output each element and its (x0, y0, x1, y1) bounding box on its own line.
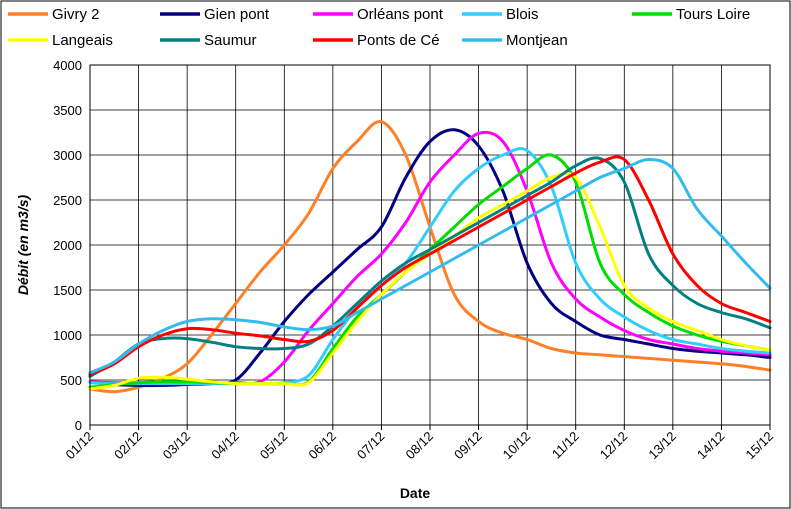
legend-entry-givry-2: Givry 2 (8, 6, 100, 23)
legend-label: Blois (506, 6, 539, 23)
legend-label: Orléans pont (357, 6, 444, 23)
y-tick-label: 500 (60, 373, 82, 388)
x-axis-title: Date (400, 485, 431, 501)
plot-area-border (89, 64, 771, 426)
series-line-saumur (88, 156, 772, 378)
legend-entry-tours-loire: Tours Loire (632, 6, 750, 23)
legend-entry-orleans-pont: Orléans pont (313, 6, 444, 23)
legend-entry-langeais: Langeais (8, 32, 113, 49)
y-tick-label: 1500 (53, 283, 82, 298)
y-tick-label: 4000 (53, 58, 82, 73)
y-tick-label: 2500 (53, 193, 82, 208)
y-tick-labels: 0 500 1000 1500 2000 2500 3000 3500 4000 (53, 58, 82, 433)
legend-entry-ponts-de-ce: Ponts de Cé (313, 32, 440, 49)
y-tick-label: 2000 (53, 238, 82, 253)
y-tick-label: 1000 (53, 328, 82, 343)
legend-label: Givry 2 (52, 6, 100, 23)
y-tick-label: 3500 (53, 103, 82, 118)
y-tick-label: 3000 (53, 148, 82, 163)
legend-entry-montjean: Montjean (462, 32, 568, 49)
legend-entry-gien-pont: Gien pont (160, 6, 270, 23)
legend-entry-saumur: Saumur (160, 32, 257, 49)
series-group (88, 120, 772, 394)
series-line-montjean (88, 158, 772, 375)
y-axis-title: Débit (en m3/s) (15, 194, 31, 295)
legend-label: Tours Loire (676, 6, 750, 23)
y-tick-label: 0 (75, 418, 82, 433)
legend-label: Gien pont (204, 6, 270, 23)
legend-label: Saumur (204, 32, 257, 49)
legend: Givry 2 Gien pont Orléans pont Blois Tours L… (8, 6, 750, 49)
legend-label: Ponts de Cé (357, 32, 440, 49)
legend-entry-blois: Blois (462, 6, 539, 23)
legend-label: Langeais (52, 32, 113, 49)
series-line-ponts-de-ce (88, 155, 772, 377)
legend-label: Montjean (506, 32, 568, 49)
